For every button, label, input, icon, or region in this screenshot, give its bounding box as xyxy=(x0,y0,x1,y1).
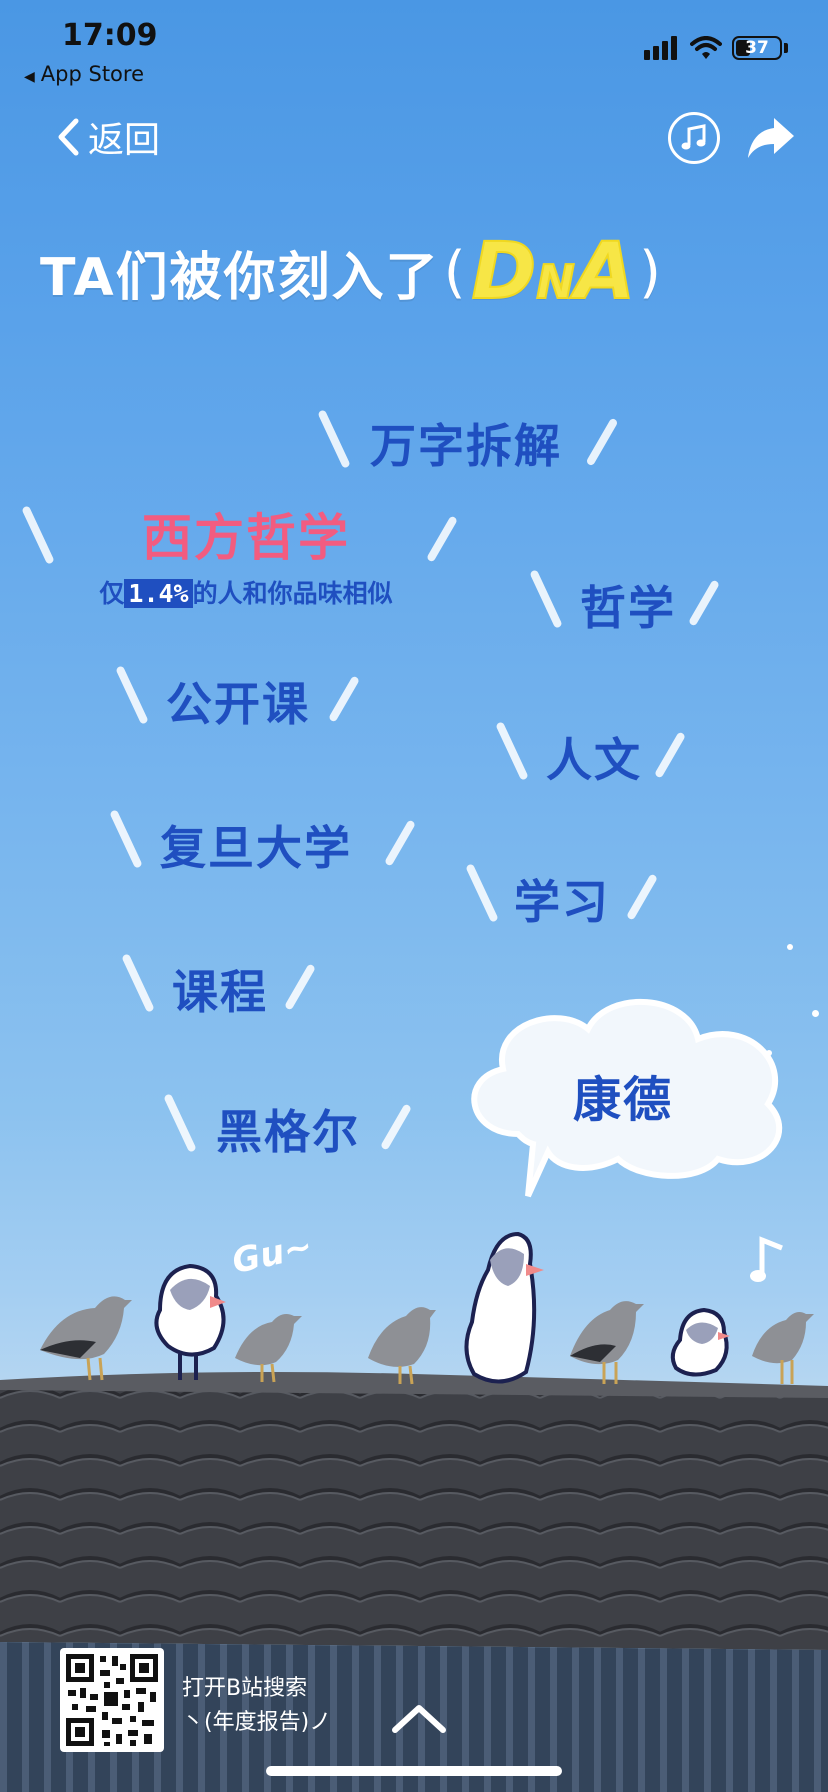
dna-letter-n: N xyxy=(535,254,575,310)
deco-slash xyxy=(626,873,658,921)
search-hint-line2: 丶(年度报告)ノ xyxy=(182,1710,332,1735)
deco-slash xyxy=(121,953,155,1013)
sparkle-dot xyxy=(787,944,793,950)
highlight-percent: 1.4% xyxy=(124,579,193,608)
title-close-paren: ) xyxy=(639,239,664,305)
tag-word: 学习 xyxy=(514,875,610,929)
wifi-icon xyxy=(690,36,722,59)
back-to-app-store[interactable]: ◀ App Store xyxy=(24,62,144,86)
back-app-label: App Store xyxy=(40,62,144,86)
deco-slash xyxy=(585,417,619,467)
sparkle-dot xyxy=(812,1010,819,1017)
music-note-icon xyxy=(681,124,706,150)
search-hint: 打开B站搜索 丶(年度报告)ノ xyxy=(182,1672,331,1740)
chevron-up-icon xyxy=(392,1705,446,1733)
dna-logo: DNA xyxy=(471,226,637,318)
battery-icon: 37 xyxy=(732,36,782,60)
music-note-icon xyxy=(750,1236,783,1282)
title-text: TA们被你刻入了 xyxy=(40,247,440,308)
cloud-shape xyxy=(471,998,783,1198)
tag-word: 万字拆解 xyxy=(370,419,562,473)
deco-slash xyxy=(21,505,55,565)
deco-slash xyxy=(688,579,720,627)
deco-slash xyxy=(495,721,529,781)
dna-letter-a: A xyxy=(574,226,636,318)
status-icons: 37 xyxy=(644,34,788,62)
highlight-tag-title: 西方哲学 xyxy=(142,509,350,567)
tag-word: 黑格尔 xyxy=(216,1105,360,1159)
deco-slash xyxy=(654,731,686,779)
deco-slash xyxy=(529,569,563,629)
tag-word: 课程 xyxy=(172,965,268,1019)
deco-slash xyxy=(465,863,499,923)
roof-with-birds xyxy=(0,1231,828,1792)
swipe-up-button[interactable] xyxy=(390,1700,448,1736)
deco-slash xyxy=(426,515,458,563)
highlight-subtitle: 仅 1.4% 的人和你品味相似 xyxy=(99,579,393,608)
deco-slash xyxy=(163,1093,197,1153)
battery-level: 37 xyxy=(745,38,769,58)
signal-icon xyxy=(644,36,677,60)
dna-letter-d: D xyxy=(471,226,538,318)
title-open-paren: ( xyxy=(443,239,468,305)
home-indicator[interactable] xyxy=(266,1766,562,1776)
sparkle-dot xyxy=(766,1050,772,1056)
deco-slash xyxy=(384,819,416,867)
deco-slash xyxy=(328,675,360,723)
cloud-tag-word: 康德 xyxy=(572,1072,673,1128)
deco-slash xyxy=(115,665,149,725)
deco-slash xyxy=(317,409,351,469)
chevron-left-icon xyxy=(58,118,79,156)
page-title: TA们被你刻入了 ( DNA ) xyxy=(40,222,800,322)
status-time: 17:09 xyxy=(62,18,158,53)
qr-pattern xyxy=(66,1654,158,1746)
share-arrow-icon xyxy=(748,118,794,158)
tag-word: 哲学 xyxy=(580,581,676,635)
cloud-speech-bubble: 康德 xyxy=(448,984,798,1204)
search-hint-line1: 打开B站搜索 xyxy=(182,1676,308,1701)
deco-slash xyxy=(109,809,143,869)
tag-word: 人文 xyxy=(546,733,642,787)
tag-word: 复旦大学 xyxy=(160,821,352,875)
music-button[interactable] xyxy=(668,112,720,164)
tag-word: 公开课 xyxy=(166,677,310,731)
back-label: 返回 xyxy=(88,120,161,161)
highlight-tag: 西方哲学 仅 1.4% 的人和你品味相似 xyxy=(66,498,426,610)
qr-code xyxy=(60,1648,164,1752)
share-button[interactable] xyxy=(744,112,798,164)
back-button[interactable]: 返回 xyxy=(56,112,160,162)
deco-slash xyxy=(284,963,316,1011)
deco-slash xyxy=(380,1103,412,1151)
back-triangle-icon: ◀ xyxy=(24,69,35,85)
